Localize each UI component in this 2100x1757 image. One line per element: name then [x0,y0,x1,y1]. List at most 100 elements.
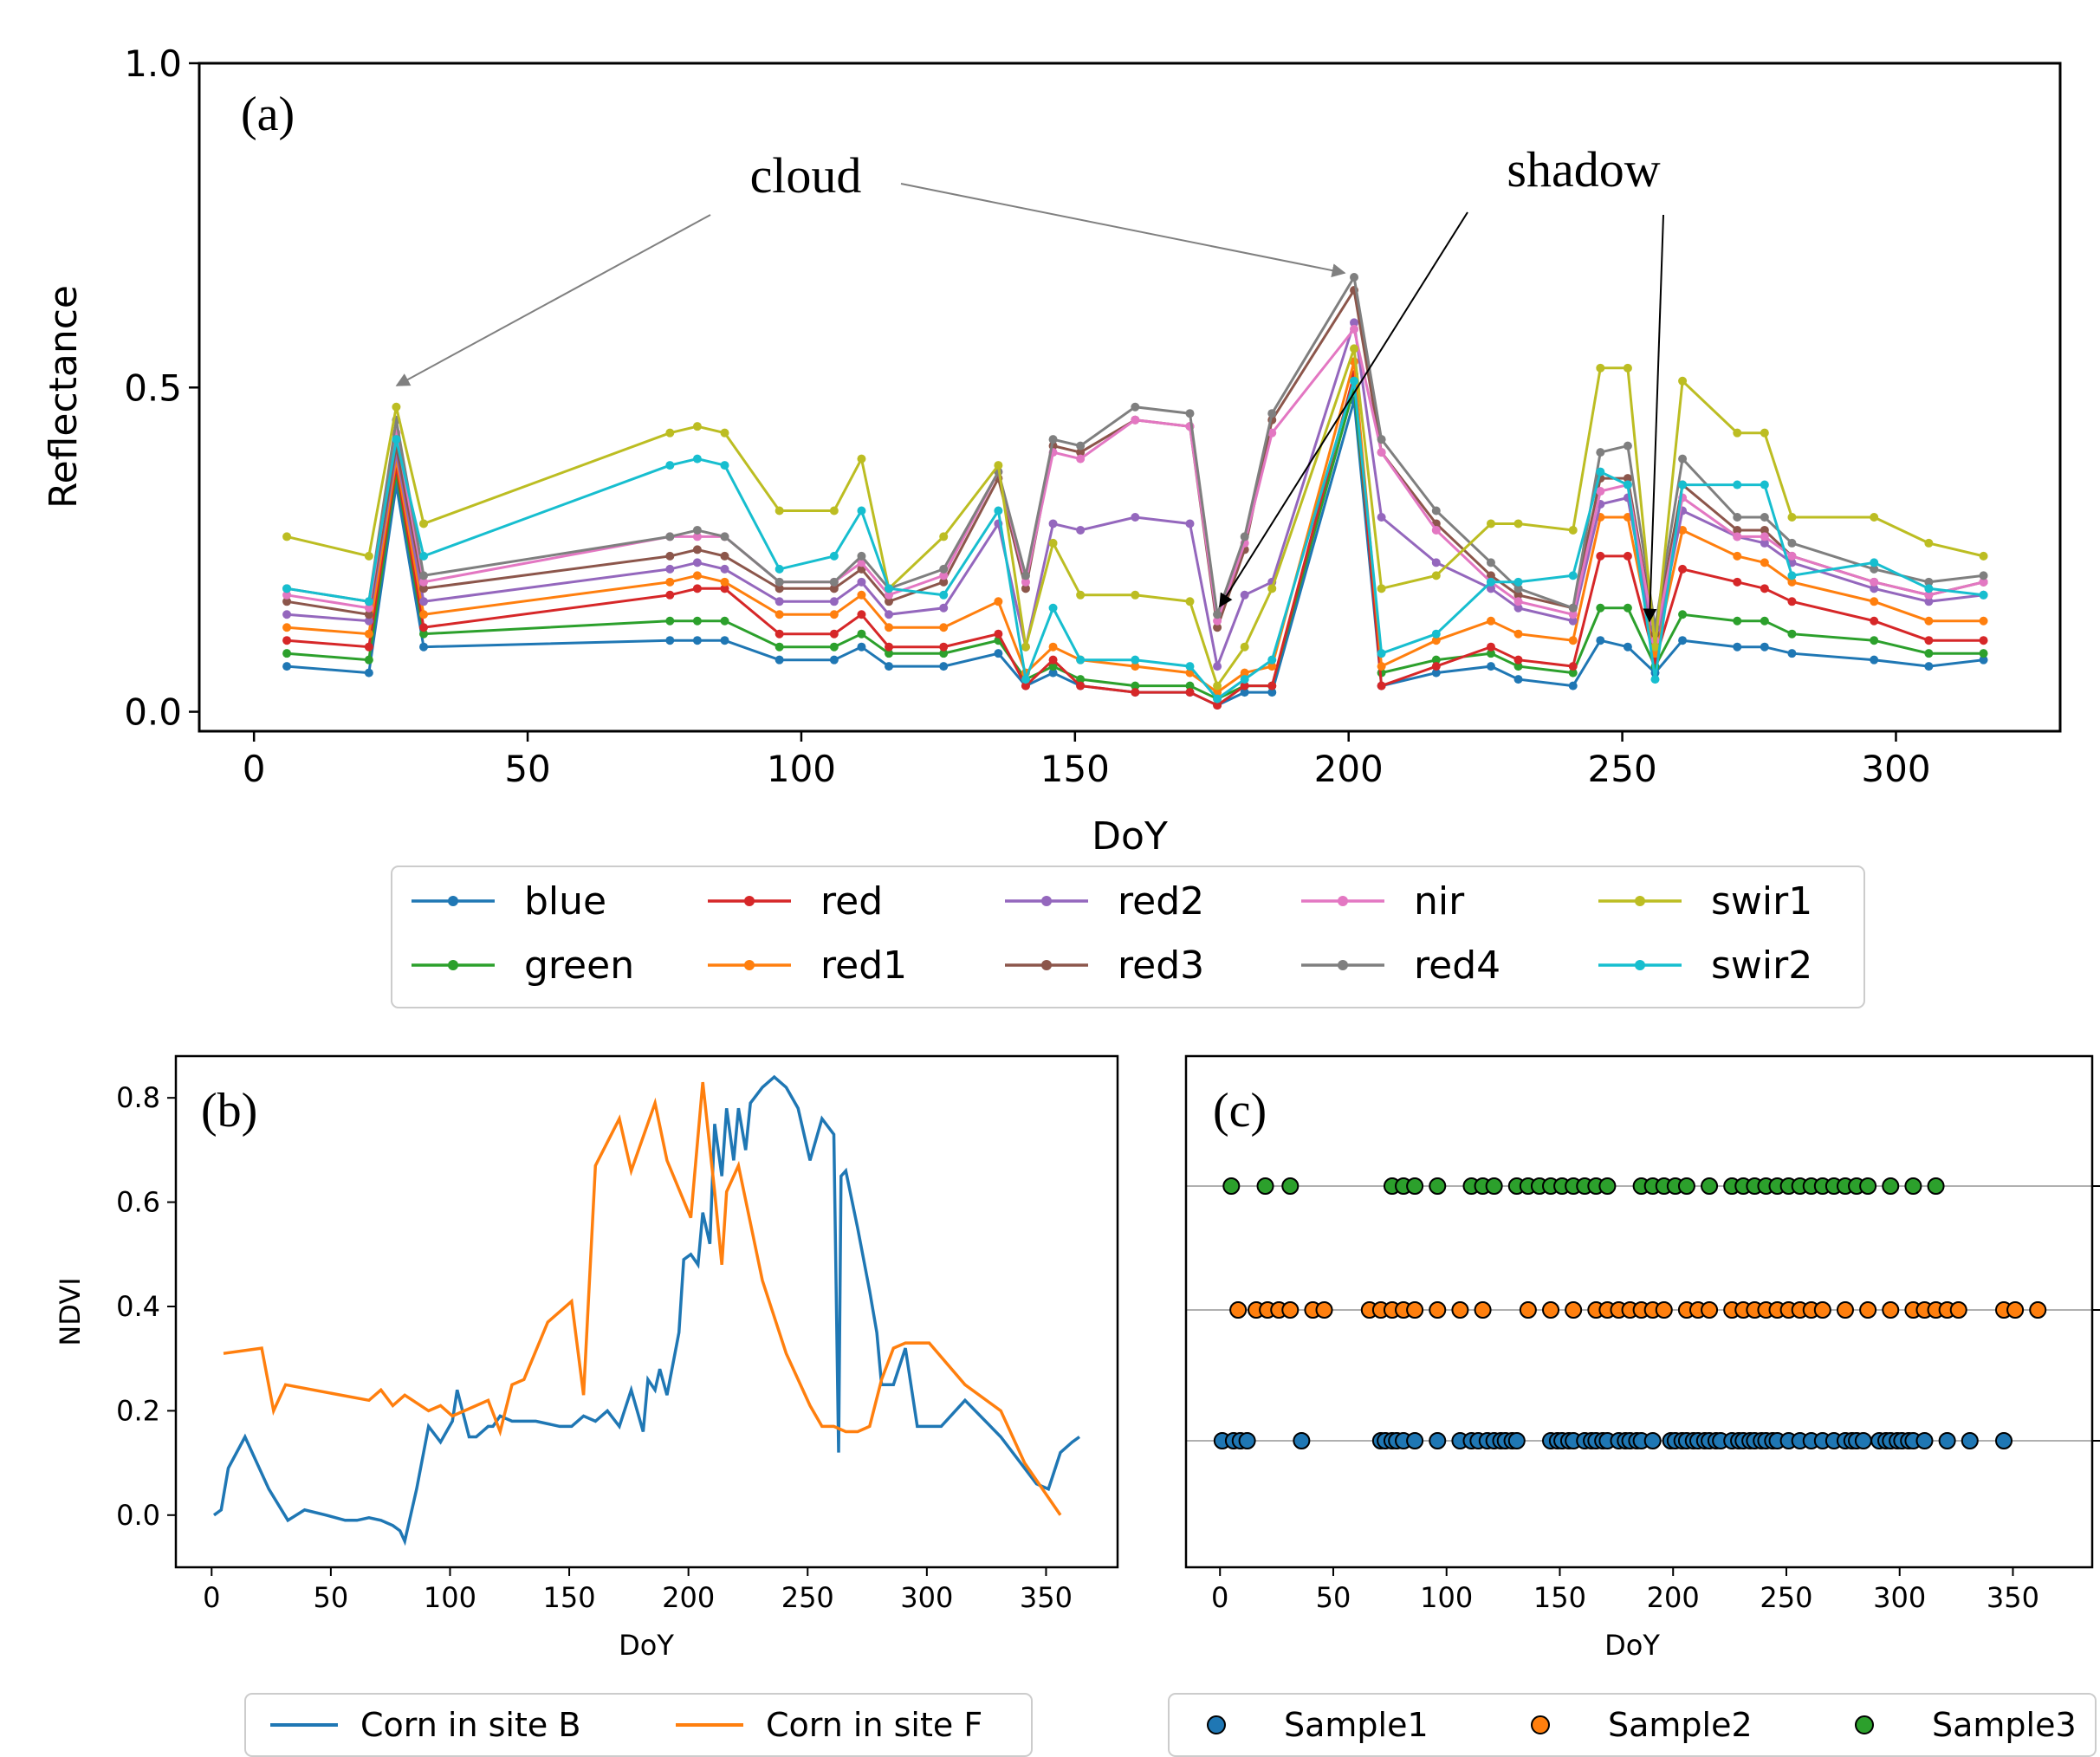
legend-marker-sample1 [1207,1715,1226,1734]
legend-label-sample2: Sample2 [1608,1706,1753,1744]
panel-b-ytick-label: 0.6 [116,1186,160,1219]
legend-label-sample3: Sample3 [1932,1706,2077,1744]
data-point-red1 [692,571,702,580]
legend-label-sample1: Sample1 [1284,1706,1429,1744]
data-point-red [1568,662,1578,671]
data-point-red4 [1733,512,1742,522]
legend-label-swir1: swir1 [1711,879,1812,924]
data-point-red4 [1760,512,1769,522]
data-point-green [1596,603,1605,613]
data-point-red4 [1021,571,1030,580]
data-point-green [1048,662,1058,671]
data-point-red4 [1623,441,1632,451]
data-point-red1 [1870,597,1879,606]
data-point-sample2 [1836,1301,1854,1319]
data-point-sample2 [1229,1301,1248,1319]
data-point-red4 [1678,454,1688,464]
data-point-nir [1760,532,1769,541]
data-point-swir1 [1870,512,1879,522]
data-point-red1 [1431,636,1441,645]
data-point-nir [939,571,949,580]
data-point-red1 [1787,577,1797,587]
data-point-swir2 [994,506,1003,515]
data-point-red2 [1431,558,1441,567]
panel-b-ylabel: NDVI [54,1277,87,1345]
panel-a-ylabel: Reflectance [42,285,86,509]
panel-c-xtick-label: 350 [1987,1581,2039,1614]
data-point-green [1568,668,1578,678]
panel-a-xtick-label: 250 [1588,748,1657,790]
data-point-swir2 [1076,655,1086,665]
panel-b-xlabel: DoY [619,1629,674,1662]
data-point-blue [364,668,373,678]
data-point-red4 [720,532,729,541]
data-point-swir1 [1377,584,1386,593]
legend-marker-red2 [1041,896,1052,906]
data-point-sample1 [1854,1432,1872,1449]
data-point-swir1 [1486,519,1495,528]
data-point-swir2 [885,584,894,593]
data-point-red2 [1213,662,1222,671]
data-point-sample3 [1859,1177,1877,1195]
data-point-swir1 [829,506,839,515]
panel-b-xtick-label: 300 [900,1581,953,1614]
panel-b-ytick-label: 0.2 [116,1394,160,1427]
data-point-swir2 [775,564,784,574]
data-point-sample3 [1256,1177,1274,1195]
data-point-red1 [1377,662,1386,671]
data-point-red2 [1185,519,1195,528]
data-point-red2 [1924,597,1934,606]
data-point-nir [1870,577,1879,587]
panel-a-xtick-label: 100 [767,748,836,790]
panel-c-xtick-label: 0 [1211,1581,1228,1614]
data-point-nir [885,590,894,600]
data-point-red1 [665,577,675,587]
data-point-nir [1596,487,1605,496]
series-line-corn-in-site-f [223,1081,1062,1516]
data-point-red1 [419,610,429,619]
data-point-swir1 [1240,642,1249,652]
data-point-sample1 [1507,1432,1526,1449]
data-point-blue [1787,649,1797,658]
data-point-red3 [1486,571,1495,580]
data-point-red3 [720,551,729,561]
data-point-swir1 [1131,590,1140,600]
data-point-swir2 [1568,571,1578,580]
data-point-red4 [1870,564,1879,574]
data-point-red3 [692,545,702,554]
data-point-green [1076,675,1086,684]
data-point-sample2 [1542,1301,1560,1319]
series-line-red3 [286,286,1984,634]
data-point-green [1513,662,1523,671]
data-point-swir1 [665,428,675,438]
data-point-red2 [1350,318,1359,327]
data-point-red1 [1486,616,1495,626]
panel-a-xlabel: DoY [1092,814,1168,859]
legend-marker-green [448,960,458,970]
data-point-swir1 [1678,376,1688,386]
data-point-red4 [1979,571,1988,580]
data-point-swir1 [1596,363,1605,373]
data-point-red1 [1048,642,1058,652]
data-point-red2 [720,564,729,574]
data-point-red1 [1568,636,1578,645]
data-point-nir [364,603,373,613]
panel-a-ytick-label: 0.5 [124,366,182,409]
data-point-swir1 [1924,538,1934,548]
data-point-red [1924,636,1934,645]
data-point-green [1924,649,1934,658]
legend-label-swir2: swir2 [1711,943,1812,988]
data-point-sample3 [1429,1177,1447,1195]
panel-c-frame [1184,1054,2094,1569]
data-point-sample2 [1474,1301,1492,1319]
data-point-sample2 [1315,1301,1333,1319]
data-point-swir1 [419,519,429,528]
data-point-swir1 [1650,642,1660,652]
panel-b-legend-box [244,1693,1033,1757]
legend-marker-red3 [1041,960,1052,970]
legend-label-nir: nir [1414,879,1465,924]
data-point-blue [1486,662,1495,671]
data-point-red4 [1131,402,1140,412]
data-point-red3 [775,584,784,593]
data-point-green [1431,655,1441,665]
